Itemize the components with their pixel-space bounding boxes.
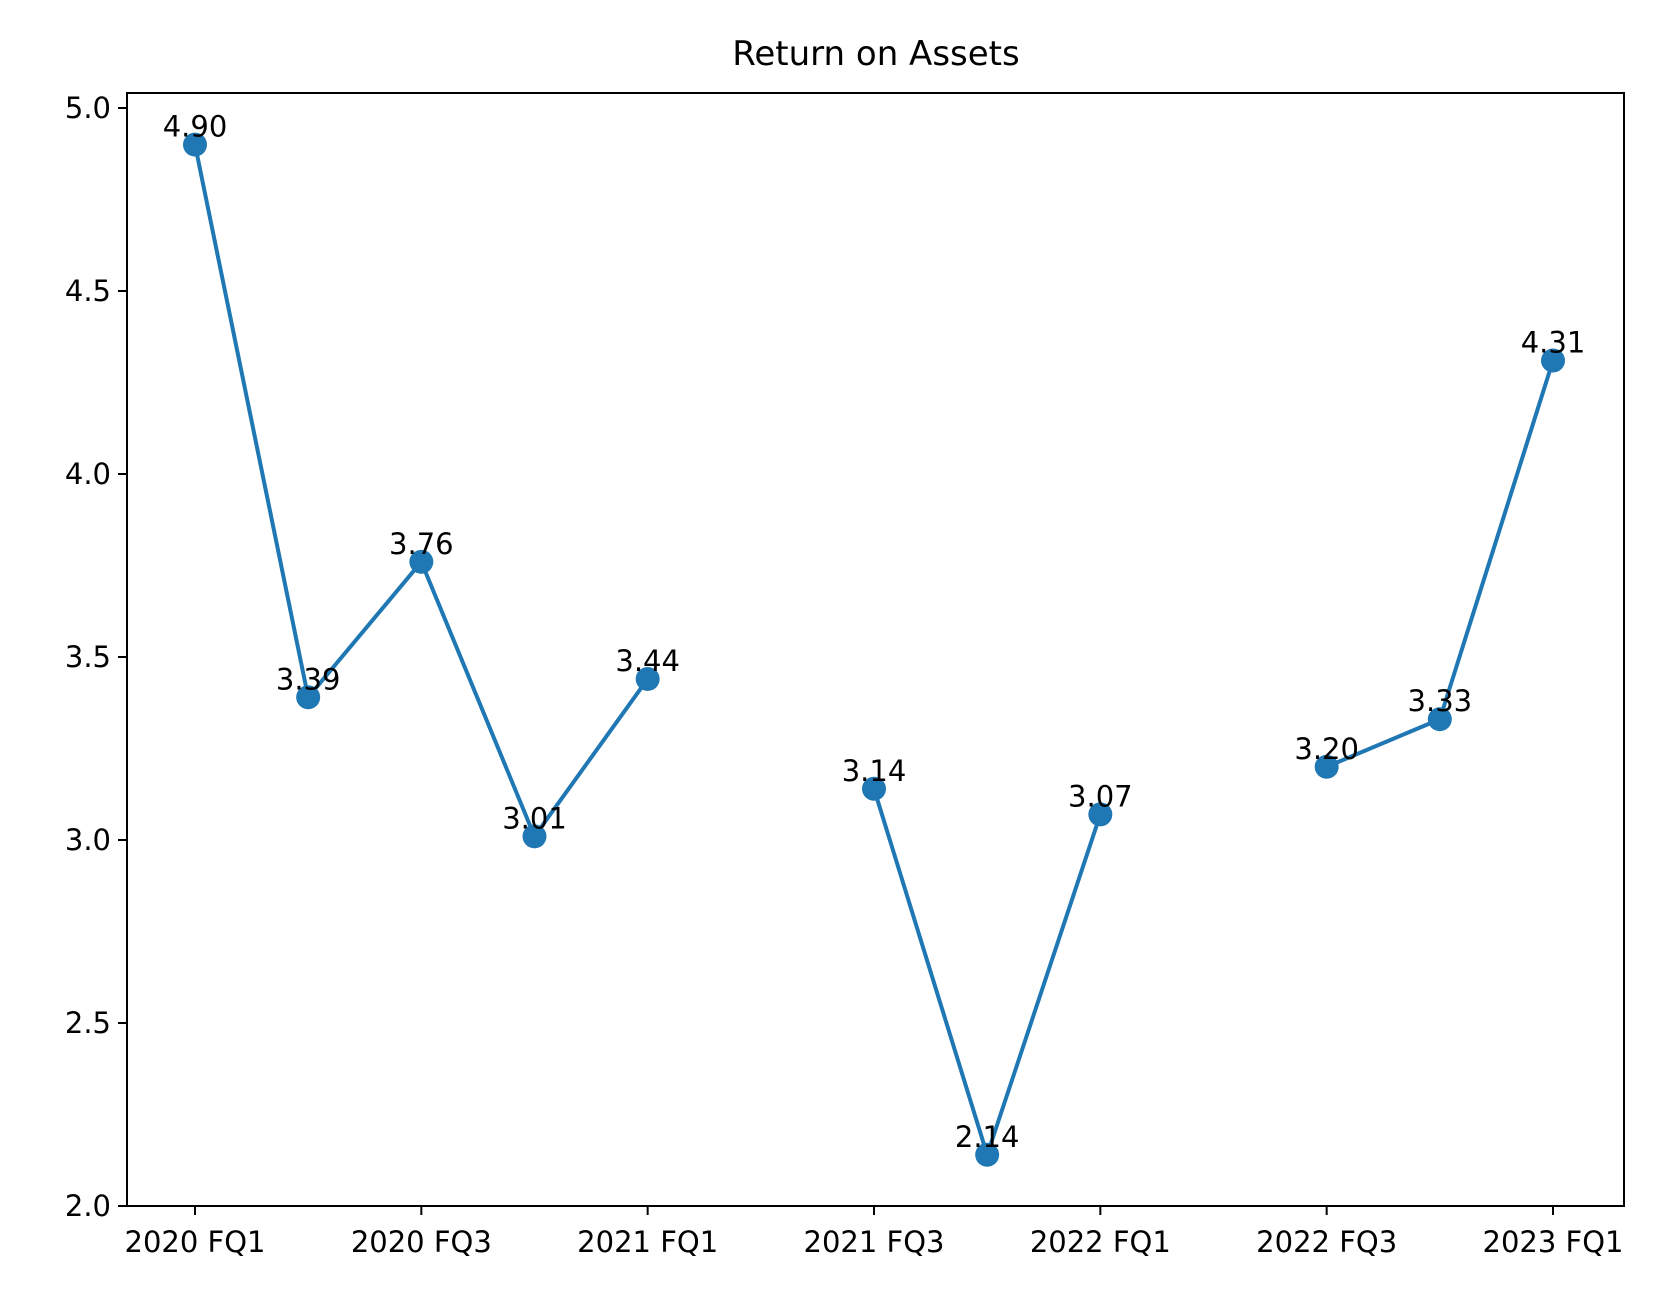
data-point bbox=[1088, 802, 1113, 827]
data-point bbox=[1427, 707, 1452, 732]
x-tick-label: 2023 FQ1 bbox=[1483, 1225, 1624, 1259]
series-roa bbox=[183, 132, 1565, 1167]
data-point bbox=[1541, 348, 1565, 373]
data-point bbox=[183, 132, 207, 157]
y-tick-label: 4.0 bbox=[65, 457, 111, 491]
data-label: 3.20 bbox=[1294, 732, 1359, 766]
data-labels: 4.90 3.39 3.76 3.01 3.44 3.14 2.14 3.07 3.20 3.33… bbox=[163, 110, 1586, 1154]
data-point bbox=[409, 549, 434, 574]
data-point bbox=[975, 1142, 1000, 1167]
y-tick-label: 4.5 bbox=[65, 274, 111, 308]
data-label: 3.39 bbox=[276, 662, 341, 696]
data-point bbox=[862, 776, 886, 801]
x-tick-label: 2020 FQ1 bbox=[125, 1225, 266, 1259]
data-point bbox=[635, 666, 660, 691]
y-tick-label: 2.5 bbox=[65, 1006, 111, 1040]
data-label: 3.01 bbox=[502, 801, 567, 835]
data-point bbox=[1314, 754, 1339, 779]
data-point bbox=[296, 685, 321, 710]
y-tick-label: 3.0 bbox=[65, 823, 111, 857]
plot-frame bbox=[126, 92, 1625, 1207]
data-label: 4.31 bbox=[1521, 326, 1586, 360]
y-tick-label: 5.0 bbox=[65, 91, 111, 125]
data-label: 3.76 bbox=[389, 527, 454, 561]
data-label: 2.14 bbox=[955, 1120, 1020, 1154]
data-label: 3.44 bbox=[615, 644, 680, 678]
x-tick-label: 2021 FQ1 bbox=[577, 1225, 718, 1259]
x-tick-label: 2021 FQ3 bbox=[804, 1225, 945, 1259]
chart-title: Return on Assets bbox=[732, 34, 1019, 74]
y-tick-label: 2.0 bbox=[65, 1189, 111, 1223]
x-tick-label: 2020 FQ3 bbox=[351, 1225, 492, 1259]
y-tick-label: 3.5 bbox=[65, 640, 111, 674]
x-axis: 2020 FQ1 2020 FQ3 2021 FQ1 2021 FQ3 2022 FQ1… bbox=[125, 1206, 1624, 1259]
data-label: 3.14 bbox=[842, 754, 907, 788]
x-tick-label: 2022 FQ3 bbox=[1256, 1225, 1397, 1259]
x-tick-label: 2022 FQ1 bbox=[1030, 1225, 1171, 1259]
data-label: 4.90 bbox=[163, 110, 228, 144]
data-point bbox=[522, 824, 547, 849]
y-axis: 2.0 2.5 3.0 3.5 4.0 4.5 5.0 bbox=[65, 91, 127, 1223]
data-label: 3.33 bbox=[1408, 684, 1473, 718]
data-label: 3.07 bbox=[1068, 779, 1133, 813]
